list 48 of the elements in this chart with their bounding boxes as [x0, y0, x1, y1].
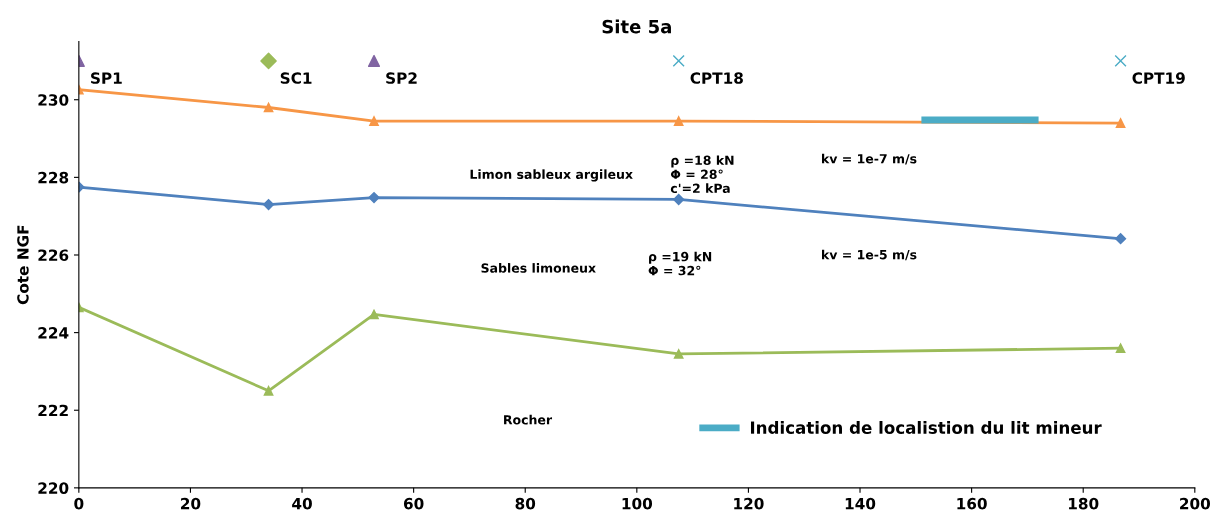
point [1114, 54, 1127, 68]
y-axis-title: Cote NGF [17, 225, 29, 305]
annotation: ρ =19 kN Φ = 32° [648, 251, 712, 276]
annotation: kv = 1e-5 m/s [822, 249, 917, 261]
y-tick-label: 220 [38, 482, 69, 494]
x-tick-label: 0 [74, 497, 84, 510]
y-tick-label: 224 [38, 327, 69, 339]
x-tick-label: 180 [1068, 497, 1099, 510]
point [262, 198, 275, 211]
point [367, 54, 381, 68]
point [672, 54, 685, 68]
chart-title: Site 5a [602, 19, 671, 34]
point [1115, 343, 1126, 353]
x-tick-label: 140 [845, 497, 876, 510]
y-tick-label: 226 [38, 249, 69, 262]
x-tick-label: 160 [957, 497, 987, 510]
point [673, 116, 684, 126]
y-tick-label: 228 [38, 171, 69, 184]
point [260, 52, 277, 70]
series-label: CPT18 [690, 72, 743, 84]
series-label: SP1 [91, 72, 122, 84]
x-tick-label: 20 [181, 497, 201, 510]
series-label: SP2 [386, 72, 417, 84]
series-label: CPT19 [1132, 72, 1185, 84]
point [368, 191, 380, 204]
x-tick-label: 60 [403, 497, 424, 510]
x-tick-label: 80 [515, 497, 536, 510]
y-tick-label: 230 [38, 94, 69, 106]
point [1115, 118, 1126, 128]
point [369, 309, 379, 320]
x-tick-label: 100 [622, 497, 653, 510]
y-tick-label: 222 [38, 404, 68, 417]
annotation: ρ =18 kN Φ = 28° c'=2 kPa [670, 155, 734, 194]
annotation: Limon sableux argileux [470, 169, 633, 182]
series-label: SC1 [280, 72, 312, 84]
legend-label: Indication de localistion du lit mineur [750, 421, 1102, 434]
annotation: kv = 1e-7 m/s [822, 153, 917, 165]
point [1114, 233, 1127, 245]
x-tick-label: 120 [734, 497, 764, 510]
annotation: Sables limoneux [481, 263, 596, 273]
x-tick-label: 40 [292, 497, 312, 510]
point [369, 116, 379, 126]
point [673, 349, 684, 359]
point [263, 385, 274, 396]
point [263, 102, 274, 113]
point [673, 193, 685, 206]
annotation: Rocher [504, 414, 553, 425]
x-tick-label: 200 [1180, 497, 1211, 510]
